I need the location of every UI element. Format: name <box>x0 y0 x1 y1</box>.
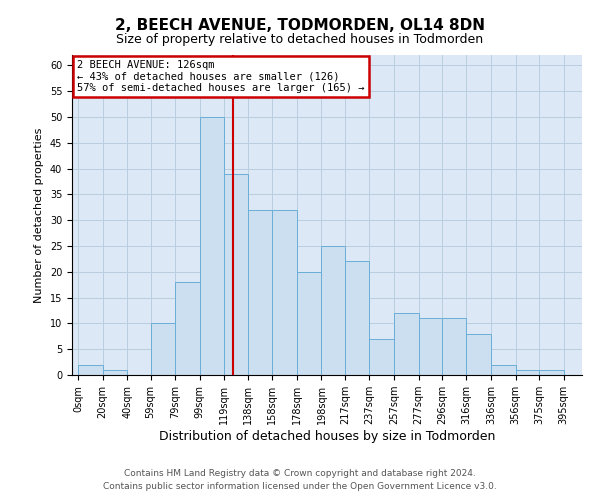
Text: Size of property relative to detached houses in Todmorden: Size of property relative to detached ho… <box>116 32 484 46</box>
Bar <box>200 117 224 375</box>
Bar <box>103 370 127 375</box>
Bar <box>151 324 175 375</box>
Bar <box>175 282 200 375</box>
Bar <box>491 364 515 375</box>
Text: Contains HM Land Registry data © Crown copyright and database right 2024.
Contai: Contains HM Land Registry data © Crown c… <box>103 470 497 491</box>
Bar <box>370 339 394 375</box>
X-axis label: Distribution of detached houses by size in Todmorden: Distribution of detached houses by size … <box>159 430 495 443</box>
Bar <box>322 246 345 375</box>
Bar <box>297 272 322 375</box>
Bar <box>224 174 248 375</box>
Bar <box>78 364 103 375</box>
Text: 2 BEECH AVENUE: 126sqm
← 43% of detached houses are smaller (126)
57% of semi-de: 2 BEECH AVENUE: 126sqm ← 43% of detached… <box>77 60 365 93</box>
Text: 2, BEECH AVENUE, TODMORDEN, OL14 8DN: 2, BEECH AVENUE, TODMORDEN, OL14 8DN <box>115 18 485 32</box>
Bar <box>539 370 563 375</box>
Bar <box>515 370 539 375</box>
Bar <box>442 318 466 375</box>
Bar <box>345 262 370 375</box>
Bar <box>419 318 442 375</box>
Bar <box>466 334 491 375</box>
Bar <box>248 210 272 375</box>
Bar <box>272 210 297 375</box>
Y-axis label: Number of detached properties: Number of detached properties <box>34 128 44 302</box>
Bar <box>394 313 419 375</box>
